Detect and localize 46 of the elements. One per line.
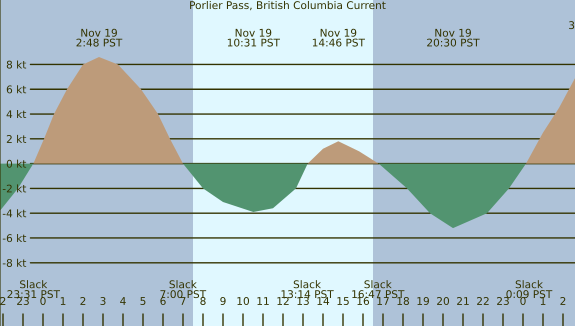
- x-tick-label: 0: [40, 297, 46, 306]
- y-tick-label: 2 kt: [6, 134, 26, 143]
- annotation: Slack 0:09 PST: [506, 280, 552, 298]
- x-tick-label: 17: [377, 297, 389, 305]
- y-tick-label: 6 kt: [6, 85, 26, 94]
- x-tick-label: 2: [80, 297, 86, 305]
- x-tick-label: 21: [457, 297, 469, 305]
- x-tick-label: 6: [160, 297, 166, 306]
- x2-tick-label: Nov 19 14:46 PST: [312, 28, 366, 47]
- x-tick-label: 18: [397, 297, 409, 306]
- y-tick-label: 8 kt: [6, 60, 26, 69]
- x-tick-label: 13: [297, 297, 309, 306]
- x2-tick-label: Nov 19 20:30 PST: [427, 28, 480, 47]
- annotation: Slack 23:31 PST: [7, 280, 60, 298]
- x-tick-label: 23: [497, 297, 509, 306]
- x-tick-label: 1: [60, 297, 66, 305]
- x-tick-label: 10: [237, 297, 250, 306]
- x-tick-label: 2: [560, 297, 566, 305]
- y-tick-label: 4 kt: [6, 110, 26, 118]
- annotation: Slack 16:47 PST: [352, 280, 404, 298]
- x2-tick-label: Nov 19 10:31 PST: [228, 28, 280, 47]
- x-tick-label: 15: [337, 297, 349, 306]
- x-tick-label: 16: [357, 297, 370, 306]
- annotation: Slack 7:00 PST: [160, 280, 206, 298]
- x-tick-label: 12: [277, 297, 289, 305]
- annotation: 3: [569, 21, 574, 30]
- y-tick-label: -8 kt: [2, 258, 26, 267]
- annotation: Slack 13:14 PST: [282, 280, 334, 298]
- y-tick-label: -6 kt: [2, 234, 26, 242]
- y-tick-label: -2 kt: [2, 184, 26, 192]
- x-tick-label: 0: [520, 297, 526, 306]
- x-tick-label: 5: [140, 297, 146, 306]
- x-tick-label: 19: [417, 297, 429, 306]
- x-tick-label: 8: [200, 297, 206, 306]
- x-tick-label: 11: [257, 297, 269, 305]
- x-tick-label: 4: [120, 297, 126, 305]
- x-tick-label: 2: [0, 297, 6, 305]
- x2-tick-label: Nov 19 2:48 PST: [76, 28, 122, 47]
- x-tick-label: 22: [477, 297, 489, 305]
- x-tick-label: 20: [437, 297, 450, 306]
- x-tick-label: 14: [317, 297, 330, 305]
- x-tick-label: 3: [100, 297, 106, 306]
- x-tick-label: 9: [220, 297, 226, 306]
- x-tick-label: 7: [180, 297, 186, 305]
- y-tick-label: -4 kt: [2, 209, 26, 218]
- chart-title: Porlier Pass, British Columbia Current: [190, 0, 386, 10]
